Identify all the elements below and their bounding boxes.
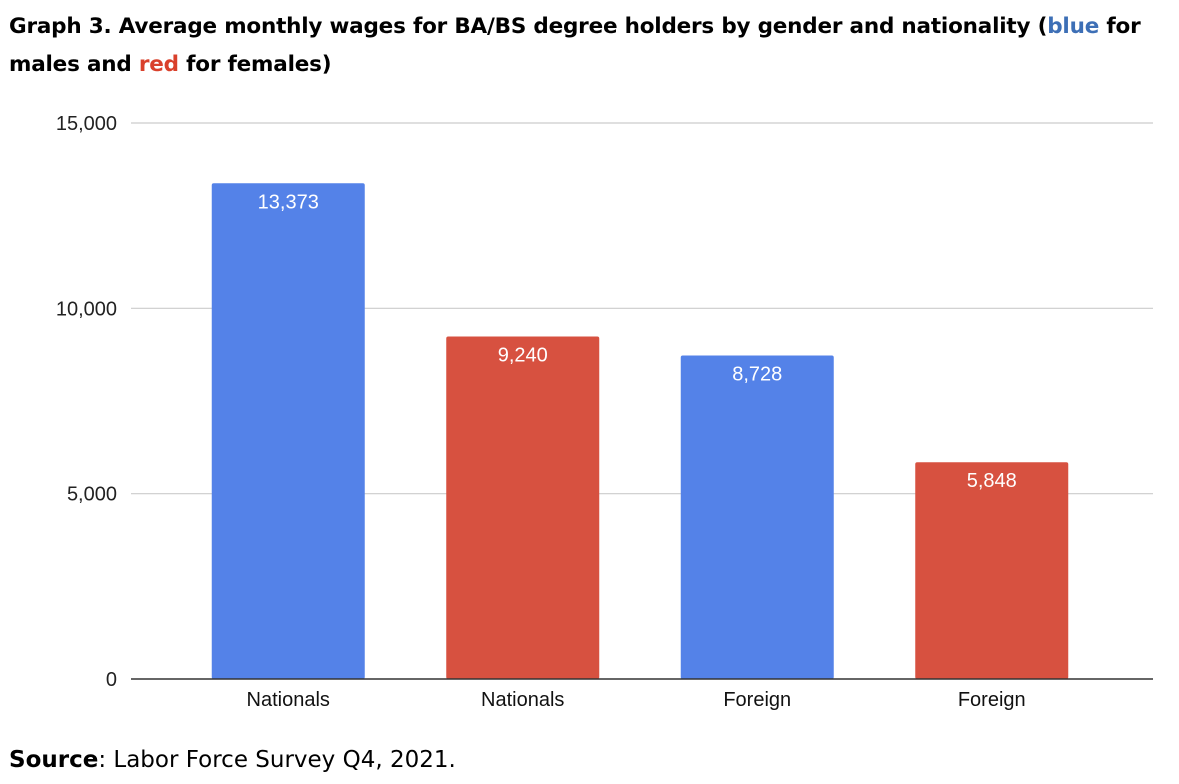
x-tick-label: Foreign [958,689,1026,711]
bar [680,355,834,679]
bars [211,183,1069,679]
data-label: 9,240 [498,345,548,367]
x-tick-label: Foreign [723,689,791,711]
title-text-1: Graph 3. Average monthly wages for BA/BS… [9,14,1048,39]
bar [915,462,1069,679]
x-tick-label: Nationals [481,689,564,711]
y-tick-label: 15,000 [56,113,117,135]
y-axis-ticks: 0 5,000 10,000 15,000 [56,113,117,691]
data-label: 5,848 [967,470,1017,492]
x-axis-ticks: Nationals Nationals Foreign Foreign [247,689,1026,711]
chart-title: Graph 3. Average monthly wages for BA/BS… [9,8,1169,84]
title-blue-word: blue [1047,14,1100,39]
x-tick-label: Nationals [247,689,330,711]
data-label: 13,373 [258,191,319,213]
title-red-word: red [138,52,179,77]
y-tick-label: 5,000 [67,484,117,506]
data-label: 8,728 [732,363,782,385]
source-label: Source [9,747,99,773]
value-labels: 13,373 9,240 8,728 5,848 [258,191,1017,492]
title-text-3: for females) [178,52,332,77]
source-text: : Labor Force Survey Q4, 2021. [98,747,456,773]
source-note: Source: Labor Force Survey Q4, 2021. [9,747,456,773]
title-text-2: for males and [9,14,1141,77]
y-tick-label: 0 [106,669,117,691]
y-tick-label: 10,000 [56,298,117,320]
bar [211,183,365,679]
bar-chart: 0 5,000 10,000 15,000 13,373 9,240 8,728 5,848… [56,113,1153,711]
bar [446,336,600,679]
